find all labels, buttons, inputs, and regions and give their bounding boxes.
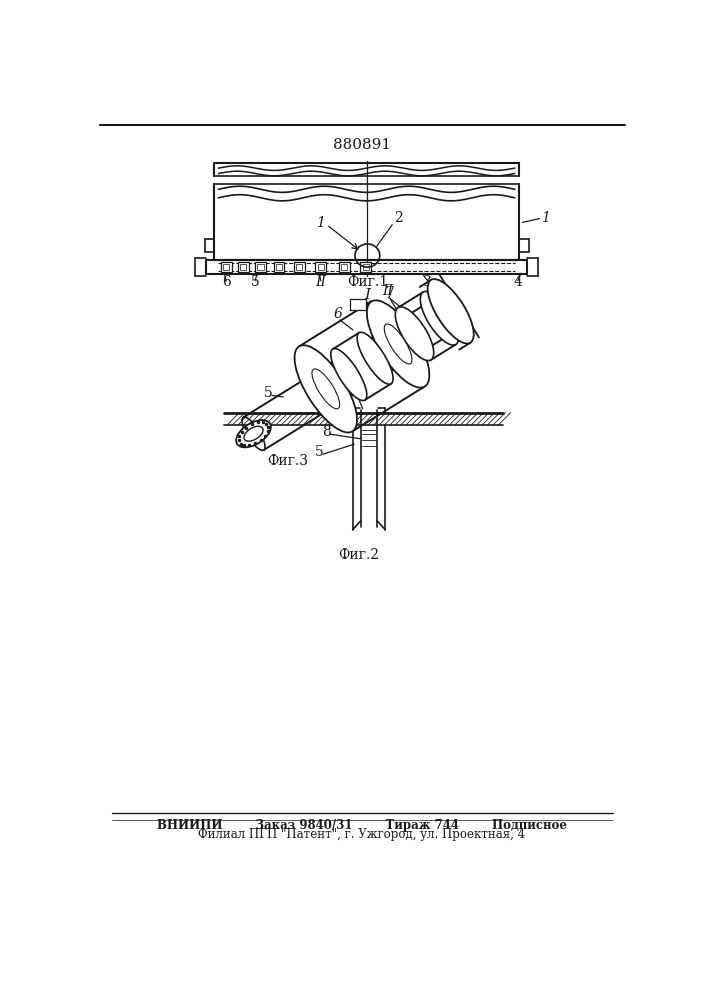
Bar <box>238 262 249 272</box>
Bar <box>276 264 282 270</box>
Bar <box>221 262 232 272</box>
Ellipse shape <box>312 369 339 409</box>
Bar <box>255 262 266 272</box>
Ellipse shape <box>236 420 271 447</box>
Text: 5: 5 <box>264 386 273 400</box>
Text: 5: 5 <box>315 445 323 459</box>
Text: 7: 7 <box>386 286 395 300</box>
Ellipse shape <box>367 300 429 388</box>
Text: Филиал ПГП "Патент", г. Ужгород, ул. Проектная, 4: Филиал ПГП "Патент", г. Ужгород, ул. Про… <box>199 828 525 841</box>
Text: Фиг.3: Фиг.3 <box>267 454 308 468</box>
Text: 1: 1 <box>541 211 550 225</box>
Text: ВНИИПИ        Заказ 9840/31        Тираж 744        Подписное: ВНИИПИ Заказ 9840/31 Тираж 744 Подписное <box>157 819 567 832</box>
Text: 880891: 880891 <box>333 138 391 152</box>
Ellipse shape <box>420 291 459 345</box>
Bar <box>223 264 230 270</box>
Bar <box>361 262 371 272</box>
Text: 2: 2 <box>354 382 362 396</box>
Text: Фиг.1: Фиг.1 <box>347 275 388 289</box>
Text: 3: 3 <box>423 275 432 289</box>
Bar <box>293 262 305 272</box>
Bar <box>296 264 303 270</box>
Bar <box>274 262 284 272</box>
Bar <box>257 264 264 270</box>
Bar <box>350 299 366 310</box>
Text: II: II <box>382 284 393 298</box>
Text: 4: 4 <box>513 275 522 289</box>
Bar <box>317 264 324 270</box>
Text: 1: 1 <box>317 216 325 230</box>
Text: II: II <box>315 275 327 289</box>
Text: Фиг.2: Фиг.2 <box>338 548 379 562</box>
Ellipse shape <box>331 349 367 401</box>
Text: 6: 6 <box>334 307 342 321</box>
Bar <box>363 264 369 270</box>
Text: 6: 6 <box>222 275 230 289</box>
Bar <box>341 264 347 270</box>
Bar <box>240 264 247 270</box>
Text: I: I <box>364 288 370 302</box>
Ellipse shape <box>395 307 434 361</box>
Bar <box>339 262 349 272</box>
Ellipse shape <box>385 324 412 364</box>
Bar <box>315 262 327 272</box>
Text: 8: 8 <box>322 425 331 439</box>
Text: 5: 5 <box>250 275 259 289</box>
Ellipse shape <box>357 332 393 384</box>
Text: 2: 2 <box>394 211 402 225</box>
Ellipse shape <box>295 345 357 432</box>
Ellipse shape <box>428 279 474 344</box>
